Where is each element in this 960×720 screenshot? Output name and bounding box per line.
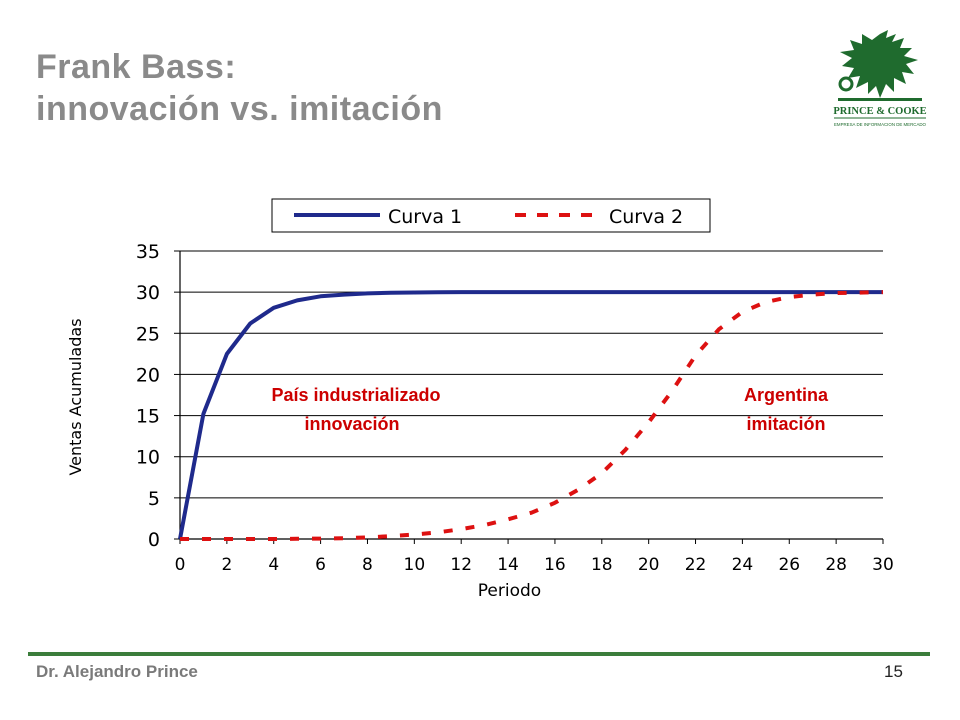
x-tick-label: 6 [315,555,326,575]
x-tick-label: 14 [497,555,519,575]
footer-divider [28,652,930,656]
x-tick-label: 12 [450,555,472,575]
annotation-left: País industrializado innovación [271,385,440,434]
y-tick-label: 0 [148,529,160,551]
x-tick-label: 28 [825,555,847,575]
logo-subtext: EMPRESA DE INFORMACION DE MERCADO [834,122,927,127]
x-tick-label: 2 [221,555,232,575]
y-tick-label: 5 [148,488,160,510]
y-tick-label: 15 [136,406,160,428]
x-tick-label: 20 [638,555,660,575]
series-line-1 [178,290,883,540]
legend-label-curva2: Curva 2 [609,206,683,228]
annotation-right: Argentina imitación [744,385,829,434]
x-tick-labels: 0 2 4 6 8 10 12 14 16 18 20 22 24 26 28 30 [175,539,894,575]
x-tick-label: 22 [685,555,707,575]
x-tick-label: 30 [872,555,894,575]
x-tick-label: 8 [362,555,373,575]
x-tick-label: 4 [268,555,279,575]
logo-text: PRINCE & COOKE [833,106,926,117]
x-tick-label: 10 [404,555,426,575]
legend-box: Curva 1 Curva 2 [271,198,711,233]
y-tick-label: 25 [136,323,160,345]
prince-cooke-logo: PRINCE & COOKE EMPRESA DE INFORMACION DE… [833,30,927,127]
y-tick-label: 20 [136,364,160,386]
annotation-left-line1: País industrializado [271,385,440,405]
y-axis-label: Ventas Acumuladas [66,318,85,475]
y-tick-labels: 0 5 10 15 20 25 30 35 [136,241,180,551]
footer-author: Dr. Alejandro Prince [36,662,198,681]
page-number: 15 [884,662,903,681]
annotation-right-line1: Argentina [744,385,829,405]
slide-title-line2: innovación vs. imitación [36,90,443,128]
y-tick-label: 10 [136,447,160,469]
gridlines [180,250,883,499]
x-tick-label: 24 [732,555,754,575]
slide-title-line1: Frank Bass: [36,48,237,86]
dragon-icon [838,30,922,101]
legend-label-curva1: Curva 1 [388,206,462,228]
annotation-right-line2: imitación [746,414,825,434]
y-tick-label: 35 [136,241,160,263]
series-line-2 [180,290,884,541]
x-tick-label: 0 [175,555,186,575]
series-lines [178,290,884,541]
slide-title: Frank Bass: innovación vs. imitación [36,46,443,130]
x-axis-label: Periodo [478,581,541,601]
x-tick-label: 26 [778,555,800,575]
y-tick-label: 30 [136,282,160,304]
x-tick-label: 16 [544,555,566,575]
x-tick-label: 18 [591,555,613,575]
annotation-left-line2: innovación [304,414,399,434]
